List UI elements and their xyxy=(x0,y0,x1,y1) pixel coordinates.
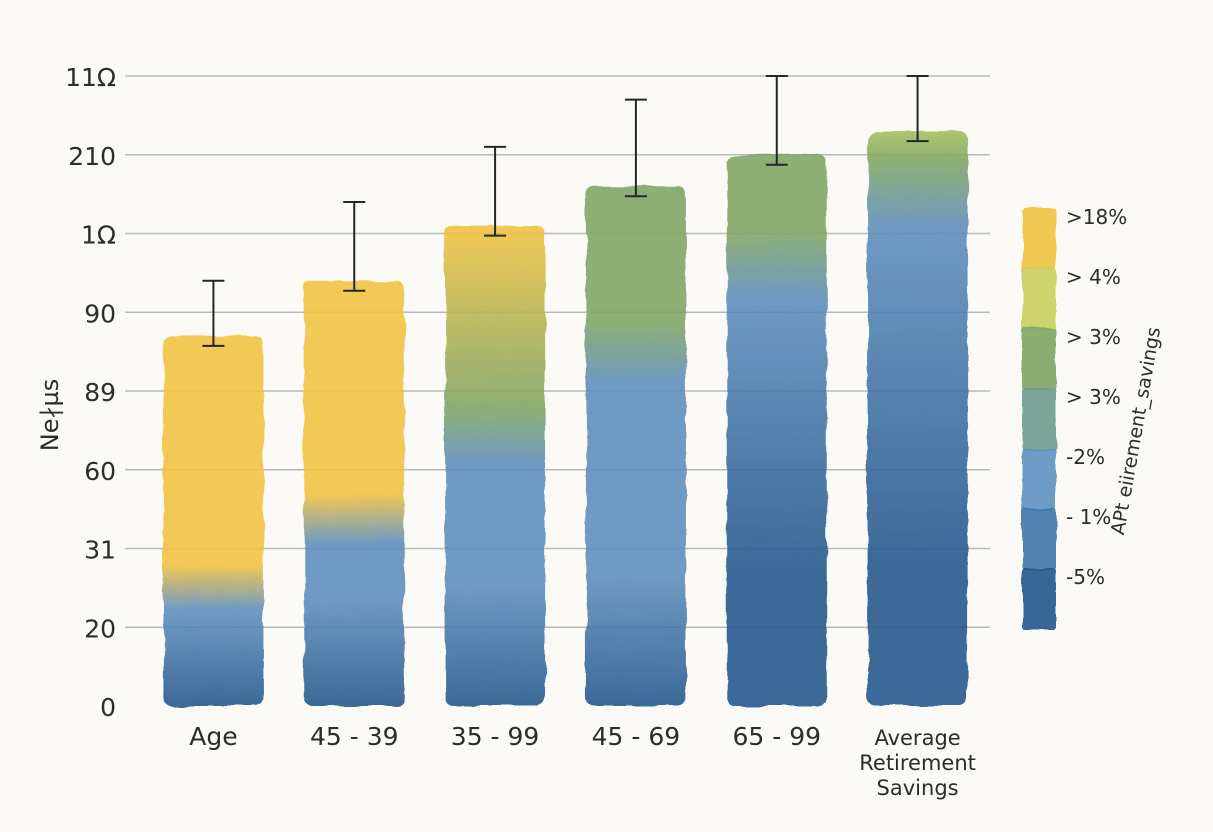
legend-label: >18% xyxy=(1066,205,1127,229)
legend-swatch xyxy=(1022,268,1056,330)
legend-label: > 3% xyxy=(1066,385,1121,409)
bar xyxy=(445,225,546,706)
y-tick-label: 89 xyxy=(84,378,116,407)
labels: 0 20 31 60 89 90 1Ω 210 11Ω Ne∤µs Age 45 - 39 35 - 9… xyxy=(36,63,976,800)
x-tick-label: 65 - 99 xyxy=(732,722,821,751)
error-bars xyxy=(202,75,929,347)
x-tick-label: Retirement xyxy=(859,751,976,775)
x-tick-label: Average xyxy=(874,726,960,750)
legend-swatch xyxy=(1022,328,1056,390)
y-tick-label: 210 xyxy=(68,142,116,171)
y-tick-label: 1Ω xyxy=(81,221,116,250)
x-tick-label: 45 - 69 xyxy=(592,722,681,751)
x-tick-label: Savings xyxy=(877,776,959,800)
y-axis-label: Ne∤µs xyxy=(36,379,64,452)
axes xyxy=(121,66,990,710)
bar xyxy=(304,280,405,706)
grid-lines xyxy=(125,75,990,629)
legend-title: APt eiirement_savings xyxy=(1107,325,1165,536)
x-tick-label: Age xyxy=(189,722,237,751)
legend-swatch xyxy=(1022,208,1056,270)
legend-swatch xyxy=(1022,568,1056,630)
legend-label: -5% xyxy=(1066,565,1105,589)
legend: >18% > 4% > 3% > 3% -2% - 1% -5% APt eiirement_… xyxy=(1022,205,1165,630)
legend-swatch xyxy=(1022,448,1056,510)
x-tick-label: 35 - 99 xyxy=(451,722,540,751)
bar xyxy=(726,154,827,706)
legend-label: > 4% xyxy=(1066,265,1121,289)
bar xyxy=(867,131,968,706)
y-tick-label: 20 xyxy=(84,614,116,643)
bar xyxy=(585,186,686,706)
x-tick-label: 45 - 39 xyxy=(310,722,399,751)
bars xyxy=(163,131,968,706)
y-tick-label: 90 xyxy=(84,299,116,328)
y-tick-label: 11Ω xyxy=(65,63,116,92)
legend-swatch xyxy=(1022,508,1056,570)
legend-label: -2% xyxy=(1066,445,1105,469)
legend-swatch xyxy=(1022,388,1056,450)
y-tick-label: 31 xyxy=(84,536,116,565)
legend-label: > 3% xyxy=(1066,325,1121,349)
y-tick-label: 0 xyxy=(100,693,116,722)
bar xyxy=(163,335,264,706)
y-tick-label: 60 xyxy=(84,457,116,486)
legend-label: - 1% xyxy=(1066,505,1111,529)
